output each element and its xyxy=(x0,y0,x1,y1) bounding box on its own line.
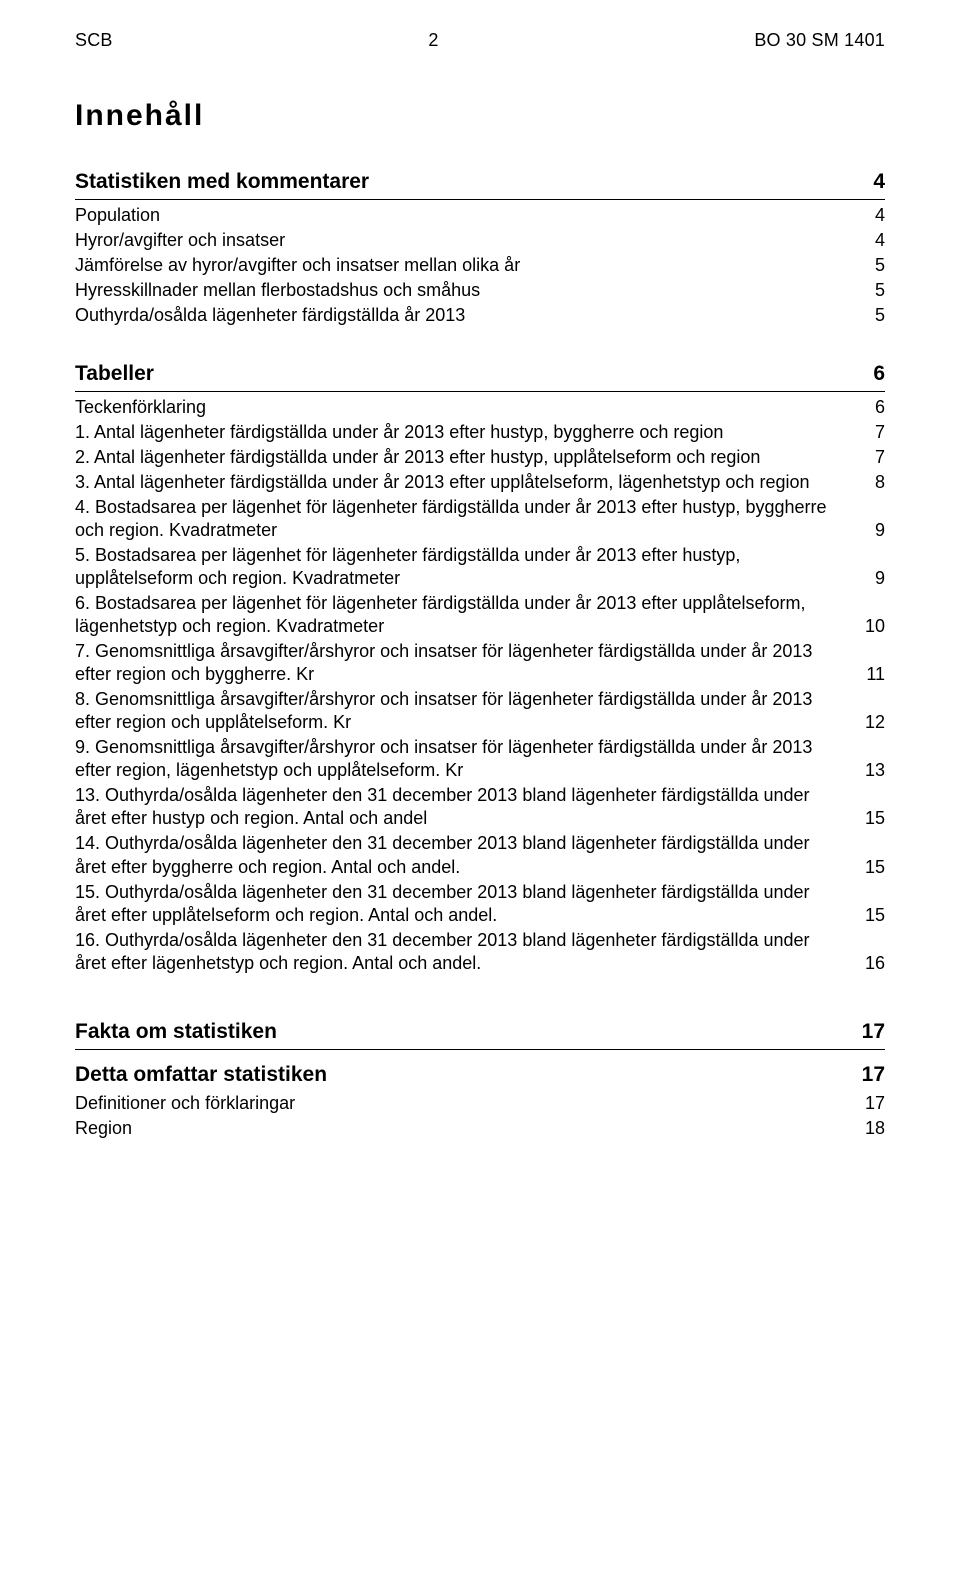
toc-entry-page: 17 xyxy=(857,1092,885,1115)
toc-entry: Jämförelse av hyror/avgifter och insatse… xyxy=(75,254,885,277)
toc-entry-page: 6 xyxy=(857,361,885,388)
toc-entry: 6. Bostadsarea per lägenhet för lägenhet… xyxy=(75,592,885,638)
toc-title: Innehåll xyxy=(75,99,885,133)
toc-entry-label: Outhyrda/osålda lägenheter färdigställda… xyxy=(75,304,857,327)
toc-entry: 9. Genomsnittliga årsavgifter/årshyror o… xyxy=(75,736,885,782)
toc-entry-label: Fakta om statistiken xyxy=(75,1019,857,1046)
toc-entry: 8. Genomsnittliga årsavgifter/årshyror o… xyxy=(75,688,885,734)
toc-entry-label: Hyresskillnader mellan flerbostadshus oc… xyxy=(75,279,857,302)
toc-entry: Hyresskillnader mellan flerbostadshus oc… xyxy=(75,279,885,302)
toc-entry-page: 18 xyxy=(857,1117,885,1140)
toc-entry-page: 11 xyxy=(857,663,885,686)
toc-entry: 14. Outhyrda/osålda lägenheter den 31 de… xyxy=(75,832,885,878)
toc-entry-page: 17 xyxy=(857,1019,885,1046)
toc-entry-page: 9 xyxy=(857,567,885,590)
toc-entry-page: 9 xyxy=(857,519,885,542)
toc-entry-page: 4 xyxy=(857,169,885,196)
toc-entry-page: 15 xyxy=(857,904,885,927)
toc-entry: Statistiken med kommentarer4 xyxy=(75,169,885,200)
toc-entry: Region18 xyxy=(75,1117,885,1140)
toc-entry-label: Hyror/avgifter och insatser xyxy=(75,229,857,252)
toc-entry-label: 9. Genomsnittliga årsavgifter/årshyror o… xyxy=(75,736,857,782)
header-center: 2 xyxy=(428,30,438,51)
toc-entry-label: 5. Bostadsarea per lägenhet för lägenhet… xyxy=(75,544,857,590)
toc-entry: Detta omfattar statistiken17 xyxy=(75,1062,885,1089)
toc-entry-page: 4 xyxy=(857,204,885,227)
toc-entry: Teckenförklaring6 xyxy=(75,396,885,419)
toc-entry-label: Tabeller xyxy=(75,361,857,388)
toc-entry-label: Teckenförklaring xyxy=(75,396,857,419)
header-right: BO 30 SM 1401 xyxy=(754,30,885,51)
toc-entry-page: 5 xyxy=(857,254,885,277)
toc-entry-label: 8. Genomsnittliga årsavgifter/årshyror o… xyxy=(75,688,857,734)
toc-entry: Hyror/avgifter och insatser4 xyxy=(75,229,885,252)
toc-entry: Population4 xyxy=(75,204,885,227)
toc-entry-page: 6 xyxy=(857,396,885,419)
toc-entry-page: 7 xyxy=(857,446,885,469)
header-left: SCB xyxy=(75,30,113,51)
toc-entry-label: 15. Outhyrda/osålda lägenheter den 31 de… xyxy=(75,881,857,927)
toc-entry-label: 4. Bostadsarea per lägenhet för lägenhet… xyxy=(75,496,857,542)
toc-entry-label: Definitioner och förklaringar xyxy=(75,1092,857,1115)
toc-entry: Tabeller6 xyxy=(75,361,885,392)
toc-entry-page: 15 xyxy=(857,807,885,830)
toc-entry-label: 6. Bostadsarea per lägenhet för lägenhet… xyxy=(75,592,857,638)
toc-entry-page: 5 xyxy=(857,304,885,327)
toc-entry-page: 16 xyxy=(857,952,885,975)
table-of-contents: Statistiken med kommentarer4Population4H… xyxy=(75,169,885,1140)
toc-entry: 7. Genomsnittliga årsavgifter/årshyror o… xyxy=(75,640,885,686)
toc-entry-label: 14. Outhyrda/osålda lägenheter den 31 de… xyxy=(75,832,857,878)
toc-entry-label: 7. Genomsnittliga årsavgifter/årshyror o… xyxy=(75,640,857,686)
toc-entry-page: 8 xyxy=(857,471,885,494)
toc-entry-page: 10 xyxy=(857,615,885,638)
toc-entry: Outhyrda/osålda lägenheter färdigställda… xyxy=(75,304,885,327)
toc-entry-page: 13 xyxy=(857,759,885,782)
toc-entry: 3. Antal lägenheter färdigställda under … xyxy=(75,471,885,494)
toc-entry-label: 16. Outhyrda/osålda lägenheter den 31 de… xyxy=(75,929,857,975)
toc-entry: Fakta om statistiken17 xyxy=(75,1019,885,1050)
toc-entry: 4. Bostadsarea per lägenhet för lägenhet… xyxy=(75,496,885,542)
toc-entry-page: 5 xyxy=(857,279,885,302)
toc-entry-label: Region xyxy=(75,1117,857,1140)
toc-entry: 1. Antal lägenheter färdigställda under … xyxy=(75,421,885,444)
toc-entry: 15. Outhyrda/osålda lägenheter den 31 de… xyxy=(75,881,885,927)
toc-entry: 2. Antal lägenheter färdigställda under … xyxy=(75,446,885,469)
toc-entry-page: 12 xyxy=(857,711,885,734)
toc-entry: 16. Outhyrda/osålda lägenheter den 31 de… xyxy=(75,929,885,975)
toc-entry-label: 13. Outhyrda/osålda lägenheter den 31 de… xyxy=(75,784,857,830)
toc-entry-label: 3. Antal lägenheter färdigställda under … xyxy=(75,471,857,494)
toc-entry-label: Jämförelse av hyror/avgifter och insatse… xyxy=(75,254,857,277)
toc-entry-label: Detta omfattar statistiken xyxy=(75,1062,857,1089)
toc-entry-label: 2. Antal lägenheter färdigställda under … xyxy=(75,446,857,469)
toc-entry: 5. Bostadsarea per lägenhet för lägenhet… xyxy=(75,544,885,590)
toc-entry-page: 17 xyxy=(857,1062,885,1089)
toc-entry: Definitioner och förklaringar17 xyxy=(75,1092,885,1115)
toc-entry-page: 15 xyxy=(857,856,885,879)
toc-entry-page: 4 xyxy=(857,229,885,252)
toc-entry-label: 1. Antal lägenheter färdigställda under … xyxy=(75,421,857,444)
toc-entry-label: Population xyxy=(75,204,857,227)
toc-entry-label: Statistiken med kommentarer xyxy=(75,169,857,196)
toc-entry-page: 7 xyxy=(857,421,885,444)
page-header: SCB 2 BO 30 SM 1401 xyxy=(75,30,885,51)
toc-entry: 13. Outhyrda/osålda lägenheter den 31 de… xyxy=(75,784,885,830)
